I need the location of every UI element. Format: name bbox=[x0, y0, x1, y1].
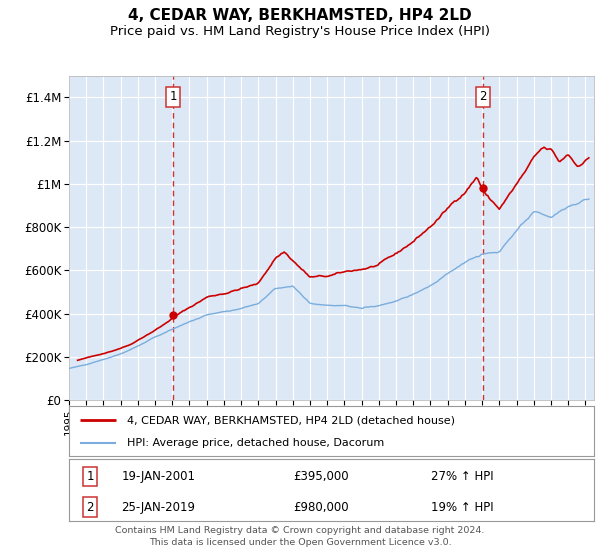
Text: 1: 1 bbox=[86, 470, 94, 483]
Text: 19-JAN-2001: 19-JAN-2001 bbox=[121, 470, 195, 483]
Text: Contains HM Land Registry data © Crown copyright and database right 2024.: Contains HM Land Registry data © Crown c… bbox=[115, 526, 485, 535]
Text: 27% ↑ HPI: 27% ↑ HPI bbox=[431, 470, 494, 483]
Text: 4, CEDAR WAY, BERKHAMSTED, HP4 2LD (detached house): 4, CEDAR WAY, BERKHAMSTED, HP4 2LD (deta… bbox=[127, 415, 455, 425]
Text: 2: 2 bbox=[479, 90, 487, 103]
Text: 2: 2 bbox=[86, 501, 94, 514]
Text: 4, CEDAR WAY, BERKHAMSTED, HP4 2LD: 4, CEDAR WAY, BERKHAMSTED, HP4 2LD bbox=[128, 8, 472, 24]
Text: £980,000: £980,000 bbox=[293, 501, 349, 514]
Text: Price paid vs. HM Land Registry's House Price Index (HPI): Price paid vs. HM Land Registry's House … bbox=[110, 25, 490, 38]
Text: 19% ↑ HPI: 19% ↑ HPI bbox=[431, 501, 494, 514]
Text: 25-JAN-2019: 25-JAN-2019 bbox=[121, 501, 195, 514]
Text: HPI: Average price, detached house, Dacorum: HPI: Average price, detached house, Daco… bbox=[127, 438, 384, 449]
Text: £395,000: £395,000 bbox=[293, 470, 349, 483]
Text: 1: 1 bbox=[169, 90, 177, 103]
Text: This data is licensed under the Open Government Licence v3.0.: This data is licensed under the Open Gov… bbox=[149, 538, 451, 547]
